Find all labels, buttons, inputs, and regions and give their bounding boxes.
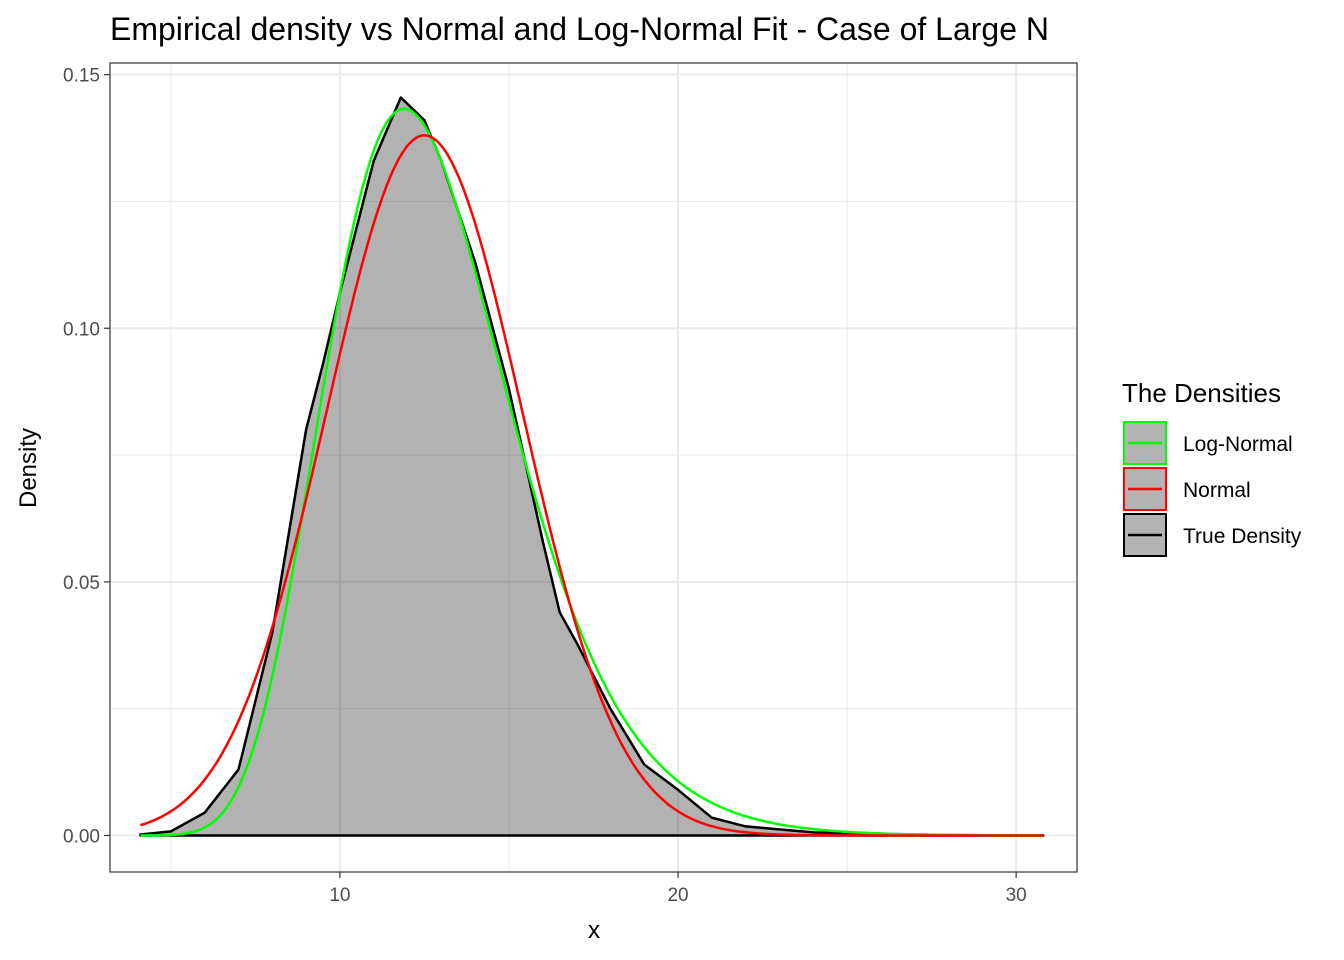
legend-item-normal: Normal [1123, 467, 1251, 511]
legend-label-true-density: True Density [1183, 525, 1302, 548]
legend-label-log-normal: Log-Normal [1183, 433, 1293, 456]
legend: The Densities Log-Normal Normal True Den… [1122, 378, 1302, 557]
x-tick-label: 20 [667, 885, 688, 906]
y-tick-label: 0.05 [63, 573, 100, 594]
legend-item-log-normal: Log-Normal [1123, 421, 1293, 465]
plot-panel: 10 20 30 0.00 0.05 0.10 0.15 [63, 62, 1078, 906]
legend-label-normal: Normal [1183, 479, 1251, 502]
x-tick-label: 30 [1006, 885, 1027, 906]
y-tick-label: 0.10 [63, 319, 100, 340]
y-tick-label: 0.00 [63, 826, 100, 847]
normal-fit-line [140, 134, 1044, 837]
log-normal-fit-line [140, 107, 1044, 837]
legend-title: The Densities [1122, 378, 1281, 408]
legend-item-true-density: True Density [1123, 513, 1302, 557]
true-density-area [139, 96, 1045, 837]
panel-border [109, 62, 1078, 873]
x-axis-label: x [588, 917, 600, 944]
x-tick-label: 10 [329, 885, 350, 906]
chart-title: Empirical density vs Normal and Log-Norm… [110, 11, 1049, 47]
y-tick-label: 0.15 [63, 66, 100, 87]
panel-background [110, 63, 1077, 872]
y-axis-label: Density [15, 428, 42, 508]
